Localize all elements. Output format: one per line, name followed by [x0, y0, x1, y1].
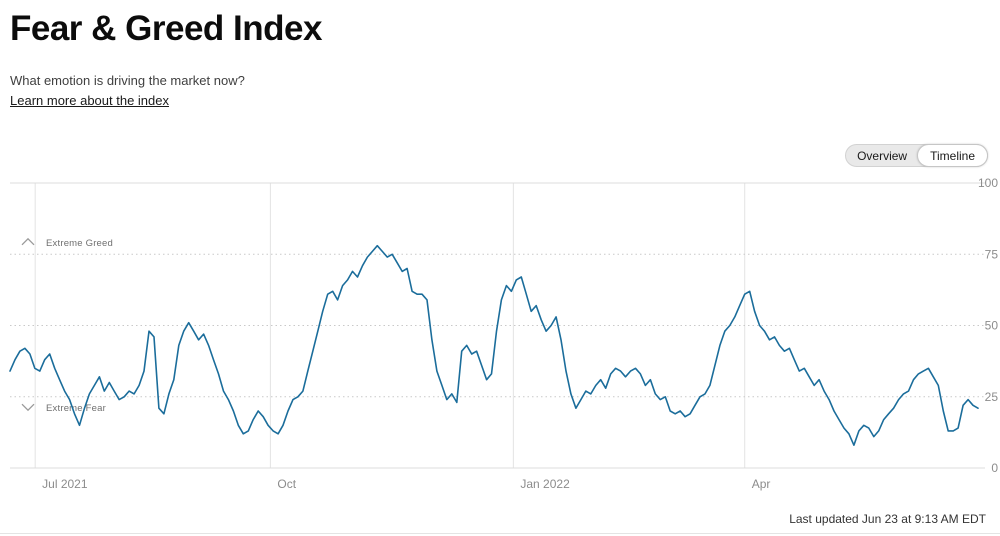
fear-greed-chart: Jul 2021 Oct Jan 2022 Apr 0 25 50 75 100 Extreme …: [0, 170, 1000, 500]
y-tick-label: 0: [991, 461, 998, 475]
x-tick-label: Jul 2021: [42, 477, 88, 491]
tab-timeline[interactable]: Timeline: [917, 144, 988, 167]
x-tick-label: Oct: [277, 477, 296, 491]
y-tick-label: 100: [978, 176, 998, 190]
y-tick-label: 75: [985, 247, 999, 261]
x-tick-label: Apr: [752, 477, 771, 491]
page-header: Fear & Greed Index What emotion is drivi…: [10, 9, 322, 110]
y-tick-label: 25: [985, 390, 999, 404]
index-line: [9, 244, 979, 447]
view-toggle: Overview Timeline: [845, 144, 988, 167]
learn-more-link[interactable]: Learn more about the index: [10, 92, 169, 108]
y-tick-label: 50: [985, 319, 999, 333]
last-updated: Last updated Jun 23 at 9:13 AM EDT: [789, 512, 986, 526]
x-tick-label: Jan 2022: [520, 477, 570, 491]
chevron-down-icon: [21, 403, 35, 412]
zone-label: Extreme Greed: [46, 238, 113, 249]
page-subtitle: What emotion is driving the market now?: [10, 72, 245, 88]
chevron-up-icon: [21, 237, 35, 246]
page-title: Fear & Greed Index: [10, 9, 322, 48]
timeline-chart-svg: Jul 2021 Oct Jan 2022 Apr 0 25 50 75 100 Extreme …: [9, 176, 999, 491]
tab-overview[interactable]: Overview: [845, 144, 919, 167]
zone-label: Extreme Fear: [46, 403, 106, 414]
section-divider: [0, 533, 1000, 534]
